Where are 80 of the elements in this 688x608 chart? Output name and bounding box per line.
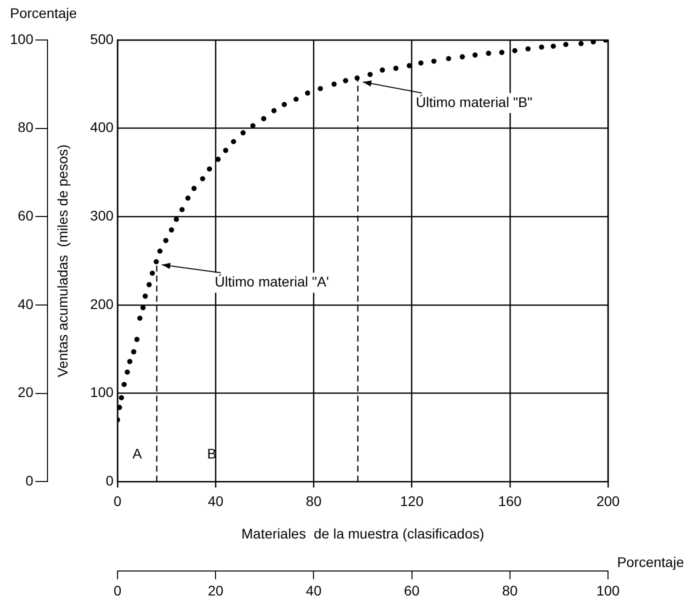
point xyxy=(472,52,478,58)
annotation: A xyxy=(132,445,142,462)
point xyxy=(342,78,348,84)
y2-tick-label: 0 xyxy=(26,472,34,488)
point xyxy=(282,102,287,108)
point xyxy=(563,42,568,48)
y2-tick-label: 100 xyxy=(10,30,34,47)
point xyxy=(150,270,155,276)
point xyxy=(368,72,373,78)
point xyxy=(127,358,132,364)
point xyxy=(154,259,159,264)
x2-tick-label: 20 xyxy=(208,582,224,598)
x2-axis-title: Porcentaje xyxy=(617,554,684,570)
point xyxy=(179,206,185,212)
y-axis-title: Ventas acumuladas (miles de pesos) xyxy=(54,144,71,378)
point xyxy=(538,44,544,50)
point xyxy=(550,44,556,49)
point xyxy=(525,46,531,52)
point xyxy=(122,382,127,388)
point xyxy=(140,305,146,310)
point xyxy=(118,404,122,410)
y-tick-label: 200 xyxy=(90,296,114,312)
point xyxy=(331,82,337,87)
x-tick-label: 200 xyxy=(596,492,620,509)
point xyxy=(304,90,310,96)
point xyxy=(185,195,190,201)
point xyxy=(142,294,148,299)
x-tick-label: 40 xyxy=(208,492,224,509)
point xyxy=(512,48,518,54)
point xyxy=(200,176,206,182)
x-axis-title: Materiales de la muestra (clasificados) xyxy=(241,526,484,542)
point xyxy=(418,60,424,66)
x-tick-label: 160 xyxy=(498,492,522,509)
point xyxy=(380,67,385,73)
y2-tick-label: 20 xyxy=(18,384,34,400)
point xyxy=(590,40,596,44)
x2-tick-label: 40 xyxy=(306,582,322,598)
point xyxy=(124,369,130,375)
annotation: B xyxy=(207,445,216,462)
y2-tick-label: 40 xyxy=(18,296,34,312)
x2-tick-label: 100 xyxy=(596,582,620,598)
x2-tick-label: 80 xyxy=(502,582,518,598)
y-tick-label: 100 xyxy=(90,384,114,400)
annotation: Último material "A' xyxy=(214,274,329,290)
y-tick-label: 300 xyxy=(90,208,114,224)
point xyxy=(499,50,504,55)
x-tick-label: 120 xyxy=(400,492,424,509)
point xyxy=(163,238,168,244)
point xyxy=(271,108,277,114)
point xyxy=(223,148,228,153)
y2-tick-label: 60 xyxy=(18,208,34,224)
point xyxy=(393,66,398,71)
y-tick-label: 400 xyxy=(90,119,114,136)
point xyxy=(230,138,236,144)
y-tick-label: 0 xyxy=(106,472,114,488)
point xyxy=(240,130,246,136)
y-tick-label: 500 xyxy=(90,30,114,47)
point xyxy=(486,50,492,56)
annotation: Último material "B" xyxy=(416,94,532,110)
x-tick-label: 80 xyxy=(306,492,322,509)
point xyxy=(431,58,436,64)
point xyxy=(131,349,136,354)
point xyxy=(206,166,212,172)
point xyxy=(446,56,452,62)
point xyxy=(168,227,174,232)
point xyxy=(191,186,197,191)
point xyxy=(293,96,299,102)
point xyxy=(134,336,140,342)
y2-tick-label: 80 xyxy=(18,119,34,136)
point xyxy=(146,282,152,288)
point xyxy=(578,40,584,46)
x2-tick-label: 60 xyxy=(404,582,420,598)
point xyxy=(318,86,323,92)
point xyxy=(460,54,465,60)
point xyxy=(261,116,266,122)
point xyxy=(137,316,142,321)
point xyxy=(174,216,179,222)
point xyxy=(118,395,124,400)
y2-axis-title: Porcentaje xyxy=(10,5,78,21)
point xyxy=(157,248,163,254)
